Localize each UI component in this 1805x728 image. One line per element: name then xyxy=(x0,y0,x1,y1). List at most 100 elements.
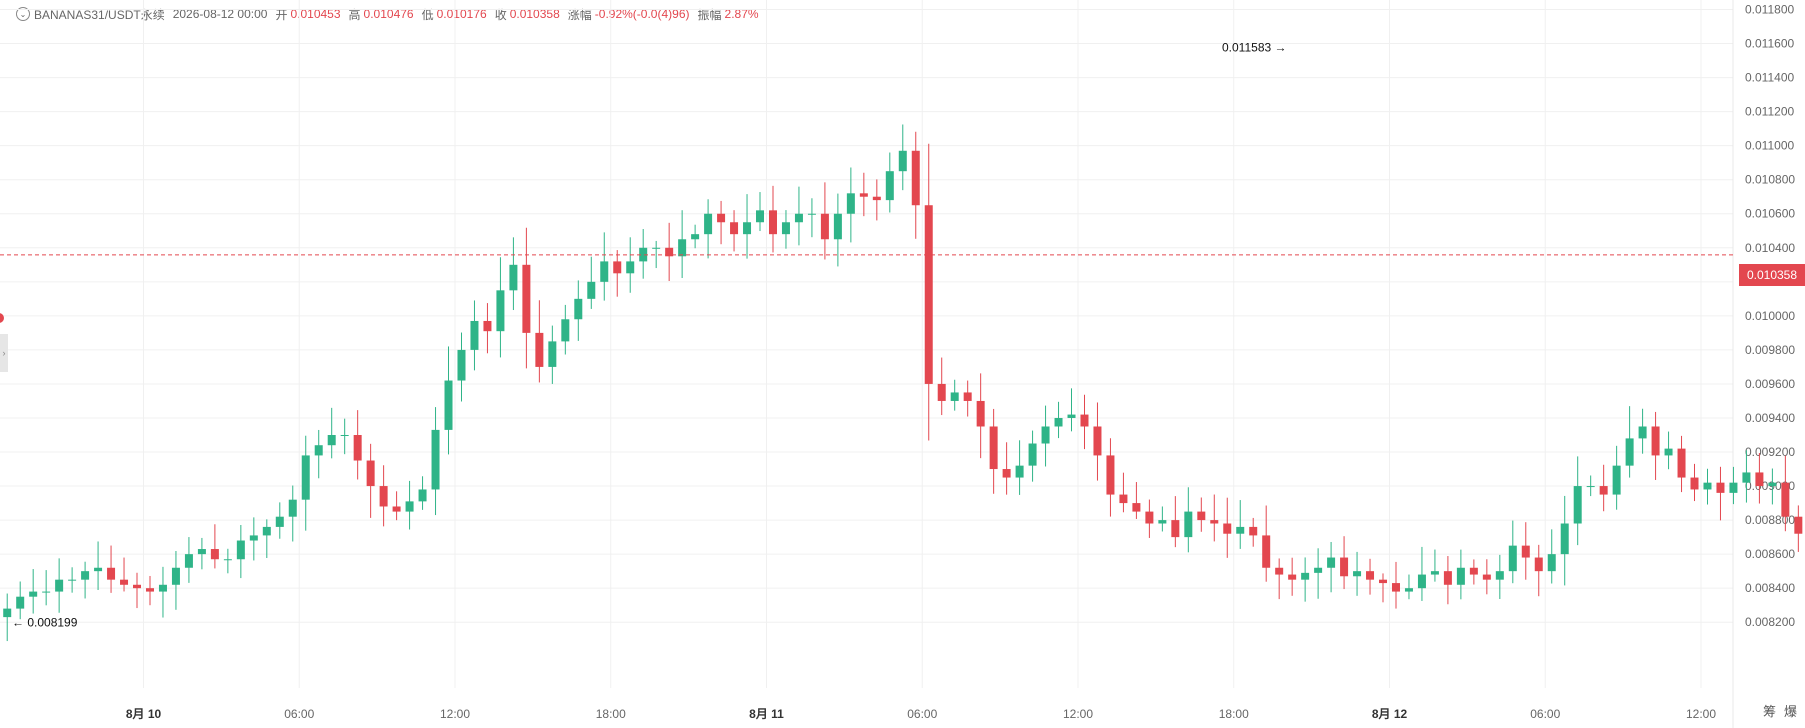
candle-body xyxy=(1781,482,1790,517)
candle-body xyxy=(94,567,103,572)
y-tick-label: 0.011800 xyxy=(1745,3,1794,17)
y-tick-label: 0.008600 xyxy=(1745,547,1795,561)
change-label: 涨幅 xyxy=(567,7,592,22)
candle-body xyxy=(1080,414,1089,427)
candle-body xyxy=(691,234,700,240)
candle-body xyxy=(781,222,790,235)
candle-body xyxy=(704,213,713,235)
candle-body xyxy=(561,319,570,342)
candle-body xyxy=(184,554,193,568)
candle-body xyxy=(1106,455,1115,495)
close-value: 0.010358 xyxy=(509,7,560,21)
candle-body xyxy=(418,489,427,502)
candle-body xyxy=(1521,545,1530,558)
candle-body xyxy=(1236,526,1245,534)
axis-tools: 筹 爆 xyxy=(1763,701,1797,720)
x-tick-label: 12:00 xyxy=(1686,707,1716,721)
candle-body xyxy=(1379,579,1388,584)
candle-body xyxy=(1093,426,1102,456)
candle-body xyxy=(133,584,142,589)
open-value: 0.010453 xyxy=(290,7,341,21)
candle-body xyxy=(1742,472,1751,483)
candle-body xyxy=(600,261,609,282)
candle-body xyxy=(1625,438,1634,466)
candle-body xyxy=(1197,511,1206,521)
candle-body xyxy=(626,261,635,274)
x-tick-label: 8月 10 xyxy=(126,707,162,721)
extreme-high-label: 0.011583 → xyxy=(1222,40,1287,54)
y-tick-label: 0.011200 xyxy=(1745,105,1794,119)
amplitude-label: 振幅 xyxy=(697,7,722,22)
change-value: -0.92%(-0.0(4)96) xyxy=(594,7,690,21)
candle-body xyxy=(859,193,868,197)
candle-body xyxy=(431,429,440,490)
candle-body xyxy=(444,380,453,430)
candle-body xyxy=(1002,469,1011,478)
candle-body xyxy=(665,247,674,257)
collapse-toggle-icon[interactable]: ⌄ xyxy=(16,7,30,21)
candle-body xyxy=(1469,567,1478,575)
candle-body xyxy=(574,298,583,320)
low-label: 低 xyxy=(421,7,434,22)
candle-body xyxy=(509,264,518,291)
candle-body xyxy=(730,222,739,235)
extreme-low-label: ← 0.008199 xyxy=(12,615,78,629)
x-tick-label: 06:00 xyxy=(284,707,314,721)
candle-body xyxy=(197,549,206,555)
x-tick-label: 8月 12 xyxy=(1372,707,1408,721)
candle-body xyxy=(963,392,972,401)
candle-body xyxy=(846,193,855,214)
candle-body xyxy=(29,591,38,597)
candle-body xyxy=(223,559,232,561)
y-tick-label: 0.010800 xyxy=(1745,173,1795,187)
candle-body xyxy=(1158,520,1167,524)
candle-body xyxy=(158,584,167,592)
candle-datetime: 2026-08-12 00:00 xyxy=(172,7,268,21)
candle-body xyxy=(1495,571,1504,580)
candle-body xyxy=(756,210,765,223)
candle-body xyxy=(1288,574,1297,580)
candle-body xyxy=(1729,482,1738,493)
candle-body xyxy=(1119,494,1128,504)
candle-body xyxy=(1184,511,1193,538)
y-tick-label: 0.009400 xyxy=(1745,411,1795,425)
chip-distribution-icon[interactable]: 筹 xyxy=(1762,704,1776,719)
low-value: 0.010176 xyxy=(436,7,487,21)
candle-body xyxy=(678,239,687,257)
expand-panel-icon[interactable]: › xyxy=(0,334,8,372)
liquidation-icon[interactable]: 爆 xyxy=(1783,704,1797,719)
candle-body xyxy=(717,213,726,223)
candle-body xyxy=(652,247,661,249)
x-tick-label: 18:00 xyxy=(596,707,626,721)
candle-body xyxy=(327,435,336,446)
candle-body xyxy=(1391,583,1400,592)
candle-body xyxy=(1223,523,1232,534)
candle-body xyxy=(1301,572,1310,580)
candle-body xyxy=(535,332,544,367)
candle-body xyxy=(1573,486,1582,524)
candle-body xyxy=(301,455,310,500)
candle-body xyxy=(1314,567,1323,573)
alert-marker-icon[interactable] xyxy=(0,313,4,323)
candle-body xyxy=(392,506,401,512)
candle-body xyxy=(1755,472,1764,487)
candle-body xyxy=(1716,482,1725,493)
candle-body xyxy=(1651,426,1660,456)
current-price-tag: 0.010358 xyxy=(1739,264,1805,286)
candle-body xyxy=(1768,482,1777,487)
candle-body xyxy=(976,400,985,427)
candle-body xyxy=(1067,414,1076,418)
candle-body xyxy=(275,516,284,527)
candle-body xyxy=(1366,571,1375,580)
candle-body xyxy=(1015,465,1024,478)
candle-body xyxy=(911,150,920,206)
candle-body xyxy=(1327,557,1336,568)
candle-body xyxy=(768,210,777,235)
candle-body xyxy=(548,341,557,367)
symbol-name: BANANAS31/USDT永续 xyxy=(34,7,165,22)
candle-body xyxy=(1145,511,1154,524)
candle-body xyxy=(236,540,245,560)
candle-body xyxy=(470,320,479,350)
candle-body xyxy=(1560,523,1569,555)
